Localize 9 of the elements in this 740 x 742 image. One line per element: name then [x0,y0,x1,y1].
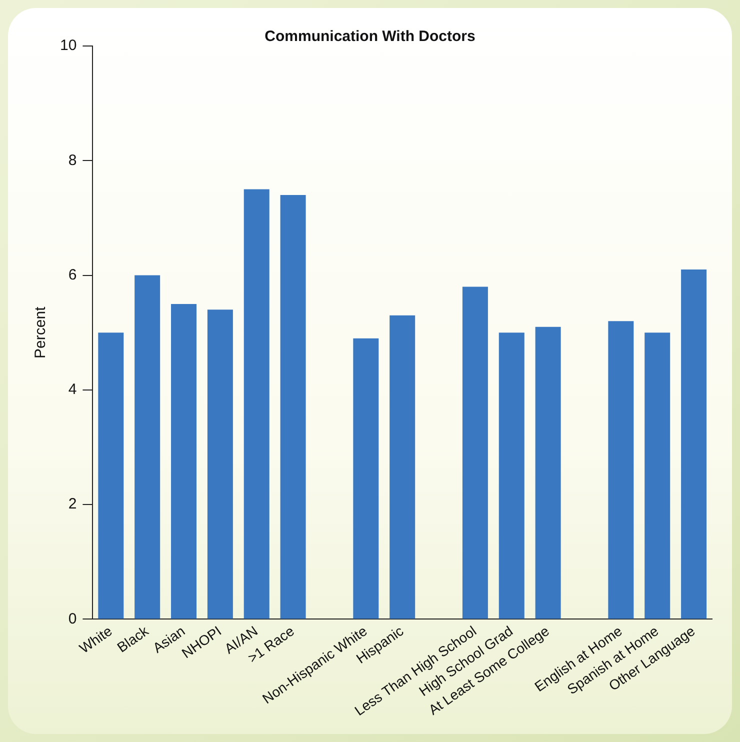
chart-title: Communication With Doctors [264,28,476,46]
y-tick-label: 10 [60,37,77,54]
y-tick-label: 6 [68,266,77,284]
y-tick-label: 4 [68,381,77,398]
y-tick-label: 8 [68,152,77,169]
x-tick-label: White [76,622,115,656]
y-tick-label: 0 [68,610,77,628]
y-tick-label: 2 [68,496,77,513]
y-axis-title: Percent [32,306,50,358]
